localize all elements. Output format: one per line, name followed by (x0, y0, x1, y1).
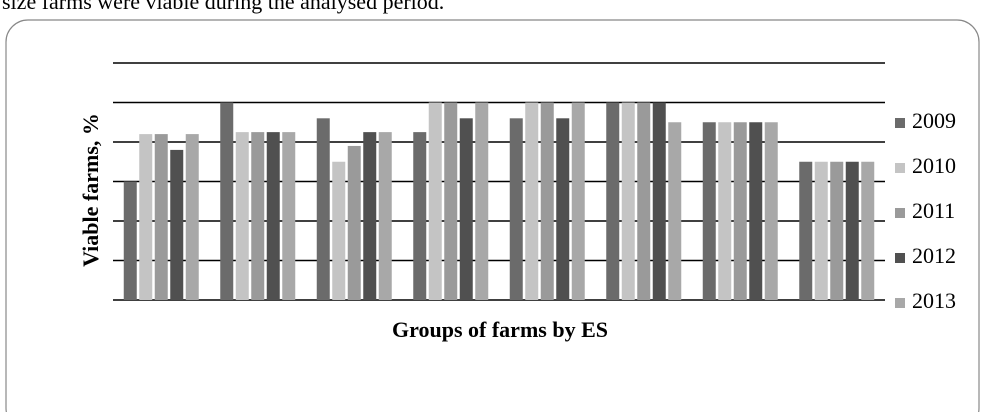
bar (235, 132, 249, 300)
y-axis-title: Viable farms, % (78, 113, 103, 267)
legend-label: 2009 (912, 108, 956, 133)
bar (282, 132, 296, 300)
legend-label: 2011 (912, 198, 955, 223)
bar (830, 161, 844, 300)
bar (525, 102, 539, 300)
bar (861, 161, 875, 300)
bar (606, 102, 620, 300)
bar (428, 102, 442, 300)
bar (718, 122, 732, 300)
bar (475, 102, 489, 300)
legend-label: 2010 (912, 153, 956, 178)
bar (154, 134, 168, 300)
legend-swatch (895, 208, 905, 218)
bar (540, 102, 554, 300)
legend-label: 2013 (912, 288, 956, 313)
bar (251, 132, 265, 300)
bar (347, 145, 361, 300)
bar (702, 122, 716, 300)
x-axis-title: Groups of farms by ES (392, 317, 608, 342)
legend-swatch (895, 298, 905, 308)
bar (413, 132, 427, 300)
legend-label: 2012 (912, 243, 956, 268)
bar (266, 132, 280, 300)
bar (509, 118, 523, 300)
bar (668, 122, 682, 300)
bar (139, 134, 153, 300)
bar (185, 134, 199, 300)
chart-frame (5, 19, 980, 417)
bar (220, 102, 234, 300)
bar (378, 132, 392, 300)
bar (444, 102, 458, 300)
bar (571, 102, 585, 300)
bar (621, 102, 635, 300)
bar (556, 118, 570, 300)
bar (814, 161, 828, 300)
bar (799, 161, 813, 300)
bar (749, 122, 763, 300)
legend-swatch (895, 253, 905, 263)
legend-swatch (895, 163, 905, 173)
legend-swatch (895, 118, 905, 128)
bar (845, 161, 859, 300)
bar (316, 118, 330, 300)
bar (459, 118, 473, 300)
bar (170, 149, 184, 300)
bar (764, 122, 778, 300)
bar (733, 122, 747, 300)
bar (363, 132, 377, 300)
bar (637, 102, 651, 300)
bar (123, 181, 137, 300)
bar (332, 161, 346, 300)
body-text: size farms were viable during the analys… (2, 0, 444, 14)
bar (652, 102, 666, 300)
